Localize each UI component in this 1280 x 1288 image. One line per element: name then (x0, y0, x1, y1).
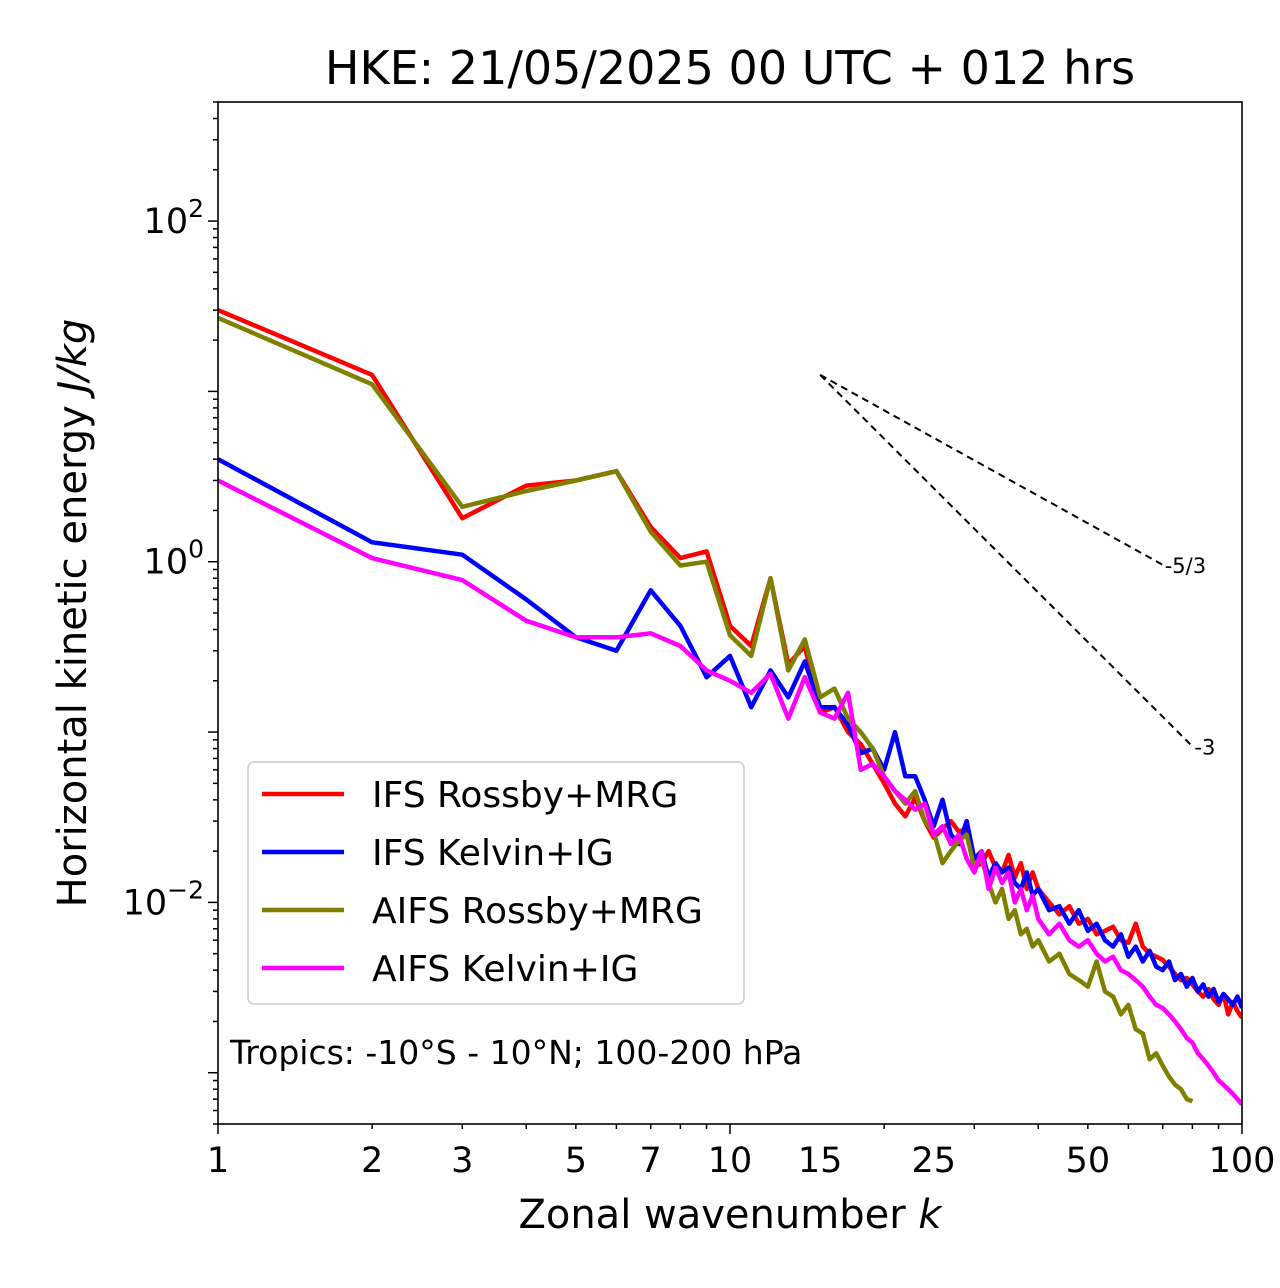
x-axis: 1 2 3 5 7 10 15 25 50 100 (207, 1124, 1276, 1181)
y-axis-label-text: Horizontal kinetic energy (50, 405, 96, 907)
legend-items: IFS Rossby+MRG IFS Kelvin+IG AIFS Rossby+M… (262, 775, 703, 990)
y-axis: 10−2 100 102 (123, 101, 218, 1125)
x-tick-label: 100 (1209, 1141, 1276, 1181)
y-axis-label-units: J/kg (50, 319, 96, 400)
legend: IFS Rossby+MRG IFS Kelvin+IG AIFS Rossby+M… (247, 761, 745, 1005)
x-tick-label: 25 (911, 1141, 956, 1181)
x-tick-label: 1 (207, 1141, 229, 1181)
x-tick-label: 2 (361, 1141, 383, 1181)
legend-label-3: AIFS Kelvin+IG (372, 949, 638, 990)
legend-label-2: AIFS Rossby+MRG (372, 891, 703, 932)
series-line-3 (218, 478, 1242, 1107)
legend-box (247, 761, 745, 1005)
x-tick-label: 10 (708, 1141, 753, 1181)
legend-label-1: IFS Kelvin+IG (372, 833, 614, 874)
x-tick-label: 5 (565, 1141, 587, 1181)
y-tick-label: 102 (144, 194, 204, 242)
series-layer (218, 308, 1242, 1107)
x-tick-label: 3 (451, 1141, 473, 1181)
reference-line-0 (819, 374, 1164, 566)
y-tick-label: 10−2 (123, 875, 204, 923)
reference-line-label-0: -5/3 (1165, 554, 1206, 578)
x-tick-label: 15 (798, 1141, 843, 1181)
series-line-1 (218, 457, 1242, 1009)
reference-slope-lines: -5/3 -3 (819, 374, 1215, 759)
x-axis-label: Zonal wavenumber k (518, 1192, 943, 1238)
legend-label-0: IFS Rossby+MRG (372, 775, 678, 816)
reference-line-1 (819, 374, 1194, 748)
chart-title: HKE: 21/05/2025 00 UTC + 012 hrs (325, 41, 1135, 95)
x-axis-label-variable: k (918, 1192, 943, 1238)
x-tick-label: 50 (1066, 1141, 1111, 1181)
region-annotation: Tropics: -10°S - 10°N; 100-200 hPa (229, 1033, 802, 1072)
x-axis-label-text: Zonal wavenumber (518, 1192, 906, 1238)
x-tick-label: 7 (640, 1141, 662, 1181)
reference-line-label-1: -3 (1194, 735, 1215, 759)
y-tick-label: 100 (144, 535, 204, 583)
y-axis-label: Horizontal kinetic energy J/kg (50, 319, 96, 908)
